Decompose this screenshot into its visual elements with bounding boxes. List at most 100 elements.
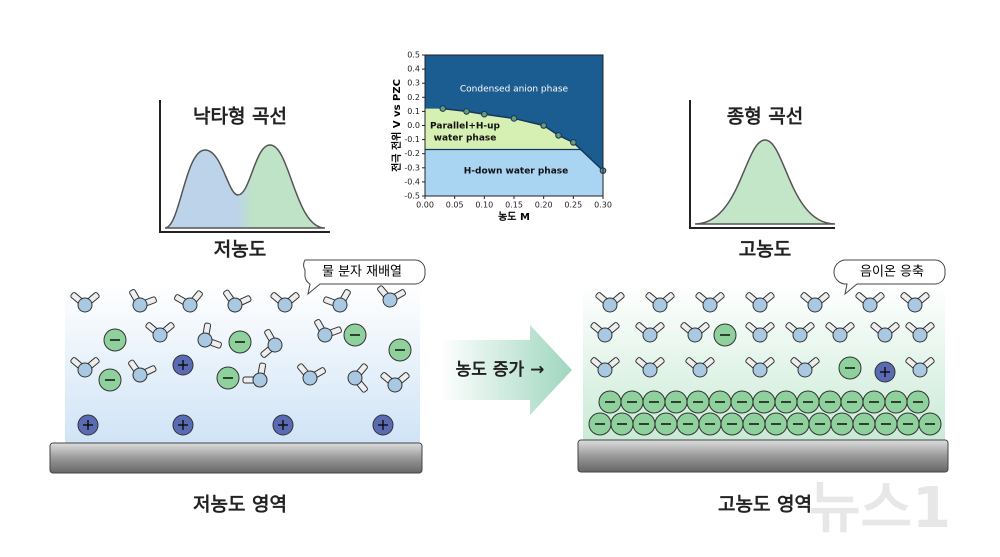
camel-curve xyxy=(164,144,326,229)
oxygen xyxy=(752,327,768,343)
water-molecule xyxy=(297,363,326,386)
water-molecule xyxy=(70,357,100,378)
oxygen xyxy=(597,327,613,343)
water-molecule xyxy=(223,289,252,313)
water-molecule xyxy=(695,292,725,313)
callout xyxy=(303,259,426,296)
oxygen xyxy=(197,332,213,348)
water-molecule xyxy=(790,357,820,378)
x-axis-label: 농도 M xyxy=(498,211,530,223)
water-molecule xyxy=(905,357,935,378)
oxygen xyxy=(877,327,893,343)
water-molecule xyxy=(377,285,406,308)
data-point xyxy=(439,105,447,112)
electrode xyxy=(49,442,423,474)
oxygen xyxy=(302,370,318,386)
oxygen xyxy=(602,297,618,313)
water-molecule xyxy=(745,292,775,313)
oxygen xyxy=(692,362,708,378)
curve-title: 낙타형 곡선 xyxy=(193,106,287,128)
oxygen xyxy=(797,362,813,378)
y-tick-label: 0.4 xyxy=(407,65,420,74)
water-molecule xyxy=(635,357,665,378)
oxygen xyxy=(77,362,93,378)
oxygen xyxy=(652,297,668,313)
water-molecule xyxy=(347,363,368,393)
water-molecule xyxy=(685,357,715,378)
axes xyxy=(159,100,330,233)
oxygen xyxy=(642,327,658,343)
oxygen xyxy=(77,297,93,313)
water-molecule xyxy=(129,289,157,313)
oxygen xyxy=(317,327,333,343)
water-molecule xyxy=(380,372,410,393)
data-point xyxy=(481,110,488,118)
callout xyxy=(833,259,946,296)
x-tick-label: 0.15 xyxy=(505,201,523,210)
oxygen xyxy=(267,337,283,353)
water-molecule xyxy=(260,329,283,358)
oxygen xyxy=(862,297,878,313)
oxygen xyxy=(347,370,363,386)
region-label: H-down water phase xyxy=(464,167,569,177)
oxygen xyxy=(687,327,703,343)
oxygen xyxy=(702,297,718,313)
water-molecule xyxy=(70,292,100,313)
y-tick-label: -0.2 xyxy=(404,149,420,158)
oxygen xyxy=(642,362,658,378)
panel xyxy=(65,285,420,445)
water-molecule xyxy=(242,362,268,388)
water-molecule xyxy=(870,322,900,343)
water-molecule xyxy=(145,322,175,343)
water-molecule xyxy=(855,292,885,313)
region-title: 저농도 영역 xyxy=(193,494,287,516)
region-label: Condensed anion phase xyxy=(460,85,569,95)
electrode xyxy=(577,439,949,473)
water-molecule xyxy=(905,322,935,343)
y-tick-label: 0.3 xyxy=(407,79,420,88)
water-molecule xyxy=(323,289,351,313)
oxygen xyxy=(382,292,398,308)
water-molecule xyxy=(314,319,342,343)
bell-curve xyxy=(694,139,836,225)
oxygen xyxy=(132,367,148,383)
x-tick-label: 0.30 xyxy=(594,201,612,210)
axis-label: 저농도 xyxy=(214,239,266,261)
y-tick-label: 0.5 xyxy=(407,51,420,60)
oxygen xyxy=(792,327,808,343)
water-molecule xyxy=(745,322,775,343)
water-molecule xyxy=(270,292,300,313)
arrow-label: 농도 증가 → xyxy=(456,360,545,380)
x-tick-label: 0.00 xyxy=(416,201,434,210)
phase-diagram: Condensed anion phase Parallel+H-up water … xyxy=(390,51,612,224)
region-label: Parallel+H-up xyxy=(430,122,501,132)
water-molecule xyxy=(785,322,815,343)
water-molecule xyxy=(595,292,625,313)
water-molecule xyxy=(197,322,222,349)
water-molecule xyxy=(825,322,855,343)
oxygen xyxy=(332,297,348,313)
x-tick-label: 0.10 xyxy=(475,201,493,210)
oxygen xyxy=(252,372,268,388)
oxygen xyxy=(132,297,148,313)
oxygen xyxy=(907,297,923,313)
axis-label: 고농도 xyxy=(739,239,791,261)
curve-title: 종형 곡선 xyxy=(727,106,804,128)
water-molecule xyxy=(900,292,930,313)
callout-text: 물 분자 재배열 xyxy=(322,265,402,280)
region xyxy=(425,149,603,196)
y-tick-label: -0.3 xyxy=(404,163,420,172)
y-tick-label: 0.0 xyxy=(407,121,420,130)
oxygen xyxy=(227,297,243,313)
oxygen xyxy=(752,362,768,378)
oxygen xyxy=(277,297,293,313)
oxygen xyxy=(912,362,928,378)
data-point xyxy=(510,115,518,122)
oxygen xyxy=(832,327,848,343)
data-point xyxy=(540,122,547,129)
arrow xyxy=(440,325,572,415)
x-tick-label: 0.25 xyxy=(564,201,582,210)
region-title: 고농도 영역 xyxy=(718,494,812,516)
water-molecule xyxy=(645,292,675,313)
y-axis-label: 전극 전위 V vs PZC xyxy=(390,79,403,172)
